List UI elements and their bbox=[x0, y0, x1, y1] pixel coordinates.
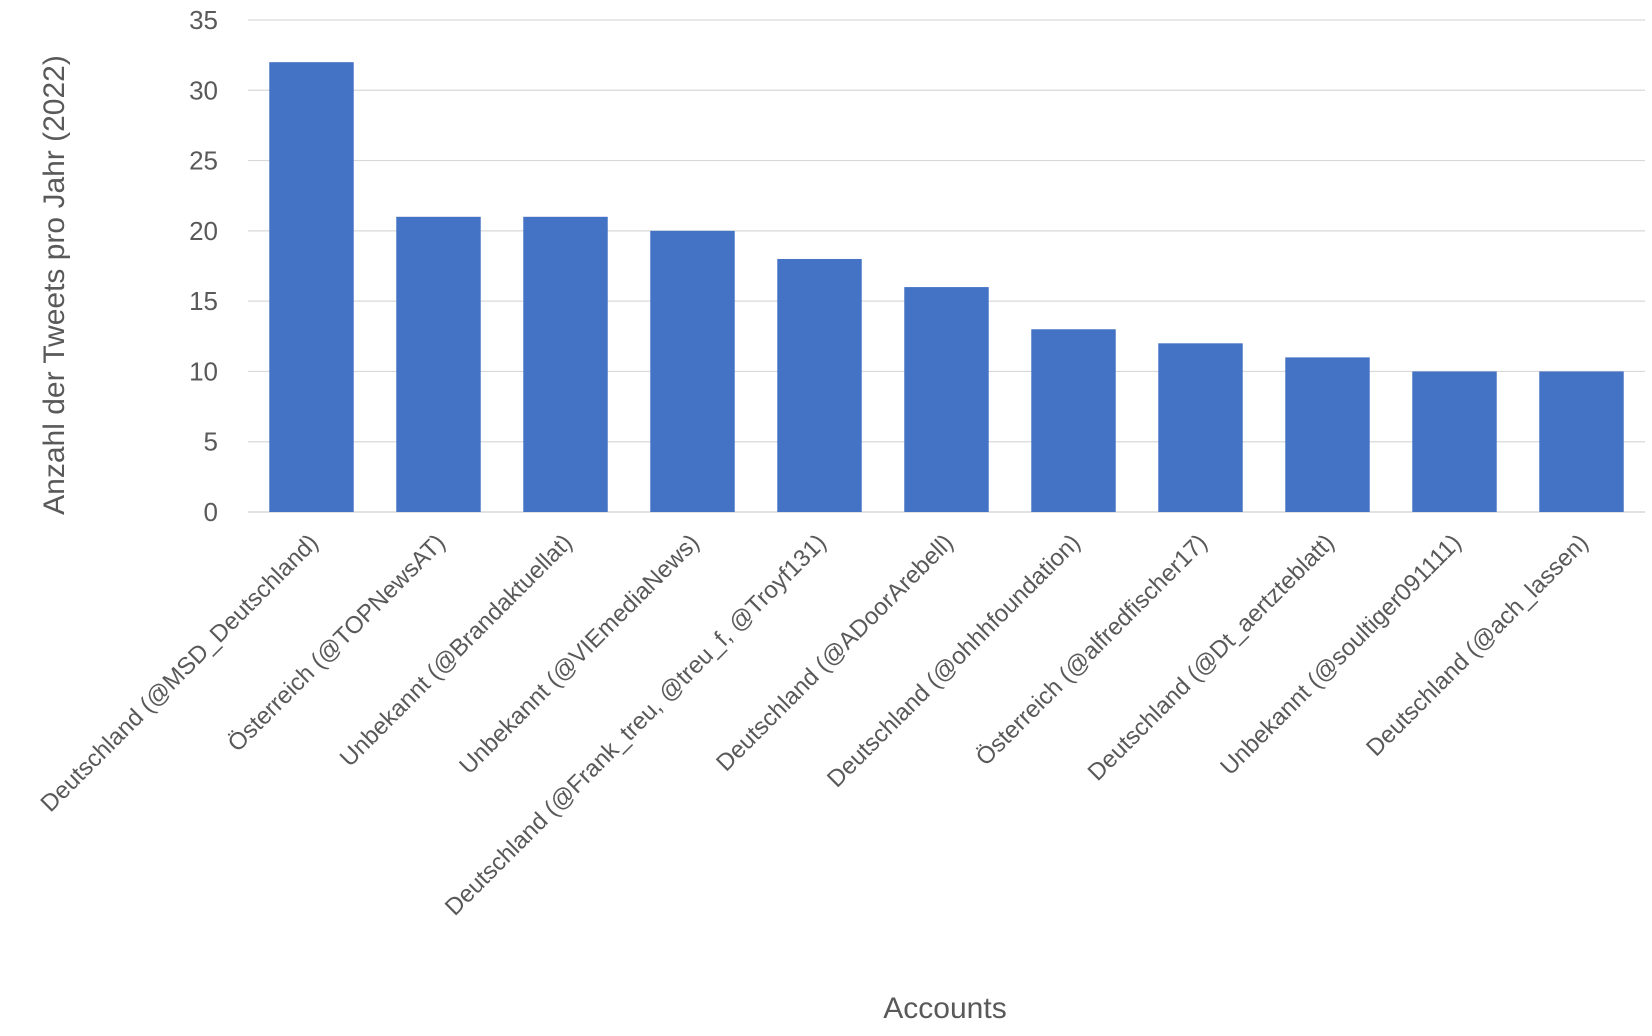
y-tick-labels: 0 5 10 15 20 25 30 35 bbox=[189, 5, 218, 527]
bar bbox=[1412, 371, 1497, 512]
x-tick-label: Unbekannt (@soultiger091111) bbox=[1215, 529, 1466, 780]
y-tick-label: 5 bbox=[204, 427, 218, 457]
y-tick-label: 15 bbox=[189, 286, 218, 316]
y-tick-label: 20 bbox=[189, 216, 218, 246]
bar bbox=[396, 216, 481, 513]
y-tick-label: 35 bbox=[189, 5, 218, 35]
bar bbox=[1285, 357, 1370, 512]
x-axis-title: Accounts bbox=[883, 992, 1006, 1025]
x-tick-label: Deutschland (@ach_lassen) bbox=[1361, 529, 1594, 762]
gridlines bbox=[248, 19, 1645, 513]
x-tick-label: Deutschland (@ADoorArebell) bbox=[711, 529, 959, 777]
y-tick-label: 25 bbox=[189, 146, 218, 176]
y-tick-label: 10 bbox=[189, 356, 218, 386]
bar bbox=[269, 62, 354, 513]
bars bbox=[269, 62, 1624, 513]
y-tick-label: 0 bbox=[204, 497, 218, 527]
bar bbox=[1539, 371, 1624, 512]
x-tick-labels: Deutschland (@MSD_Deutschland)Österreich… bbox=[36, 529, 1594, 921]
bar bbox=[1031, 329, 1116, 512]
bar bbox=[1158, 343, 1243, 512]
x-tick-label: Unbekannt (@Brandaktuellat) bbox=[335, 529, 578, 772]
x-tick-label: Unbekannt (@VIEmediaNews) bbox=[454, 529, 704, 779]
x-tick-label: Deutschland (@Dt_aertzteblatt) bbox=[1083, 529, 1340, 786]
x-tick-label: Deutschland (@ohhhfoundation) bbox=[822, 529, 1086, 793]
bar bbox=[904, 287, 989, 512]
bar bbox=[523, 216, 608, 513]
y-axis-title: Anzahl der Tweets pro Jahr (2022) bbox=[38, 55, 71, 515]
y-tick-label: 30 bbox=[189, 75, 218, 105]
x-tick-label: Österreich (@TOPNewsAT) bbox=[223, 529, 451, 757]
bar bbox=[650, 230, 735, 512]
bar bbox=[777, 258, 862, 512]
x-tick-label: Österreich (@alfredfischer17) bbox=[971, 529, 1213, 771]
x-tick-label: Deutschland (@MSD_Deutschland) bbox=[36, 529, 324, 817]
